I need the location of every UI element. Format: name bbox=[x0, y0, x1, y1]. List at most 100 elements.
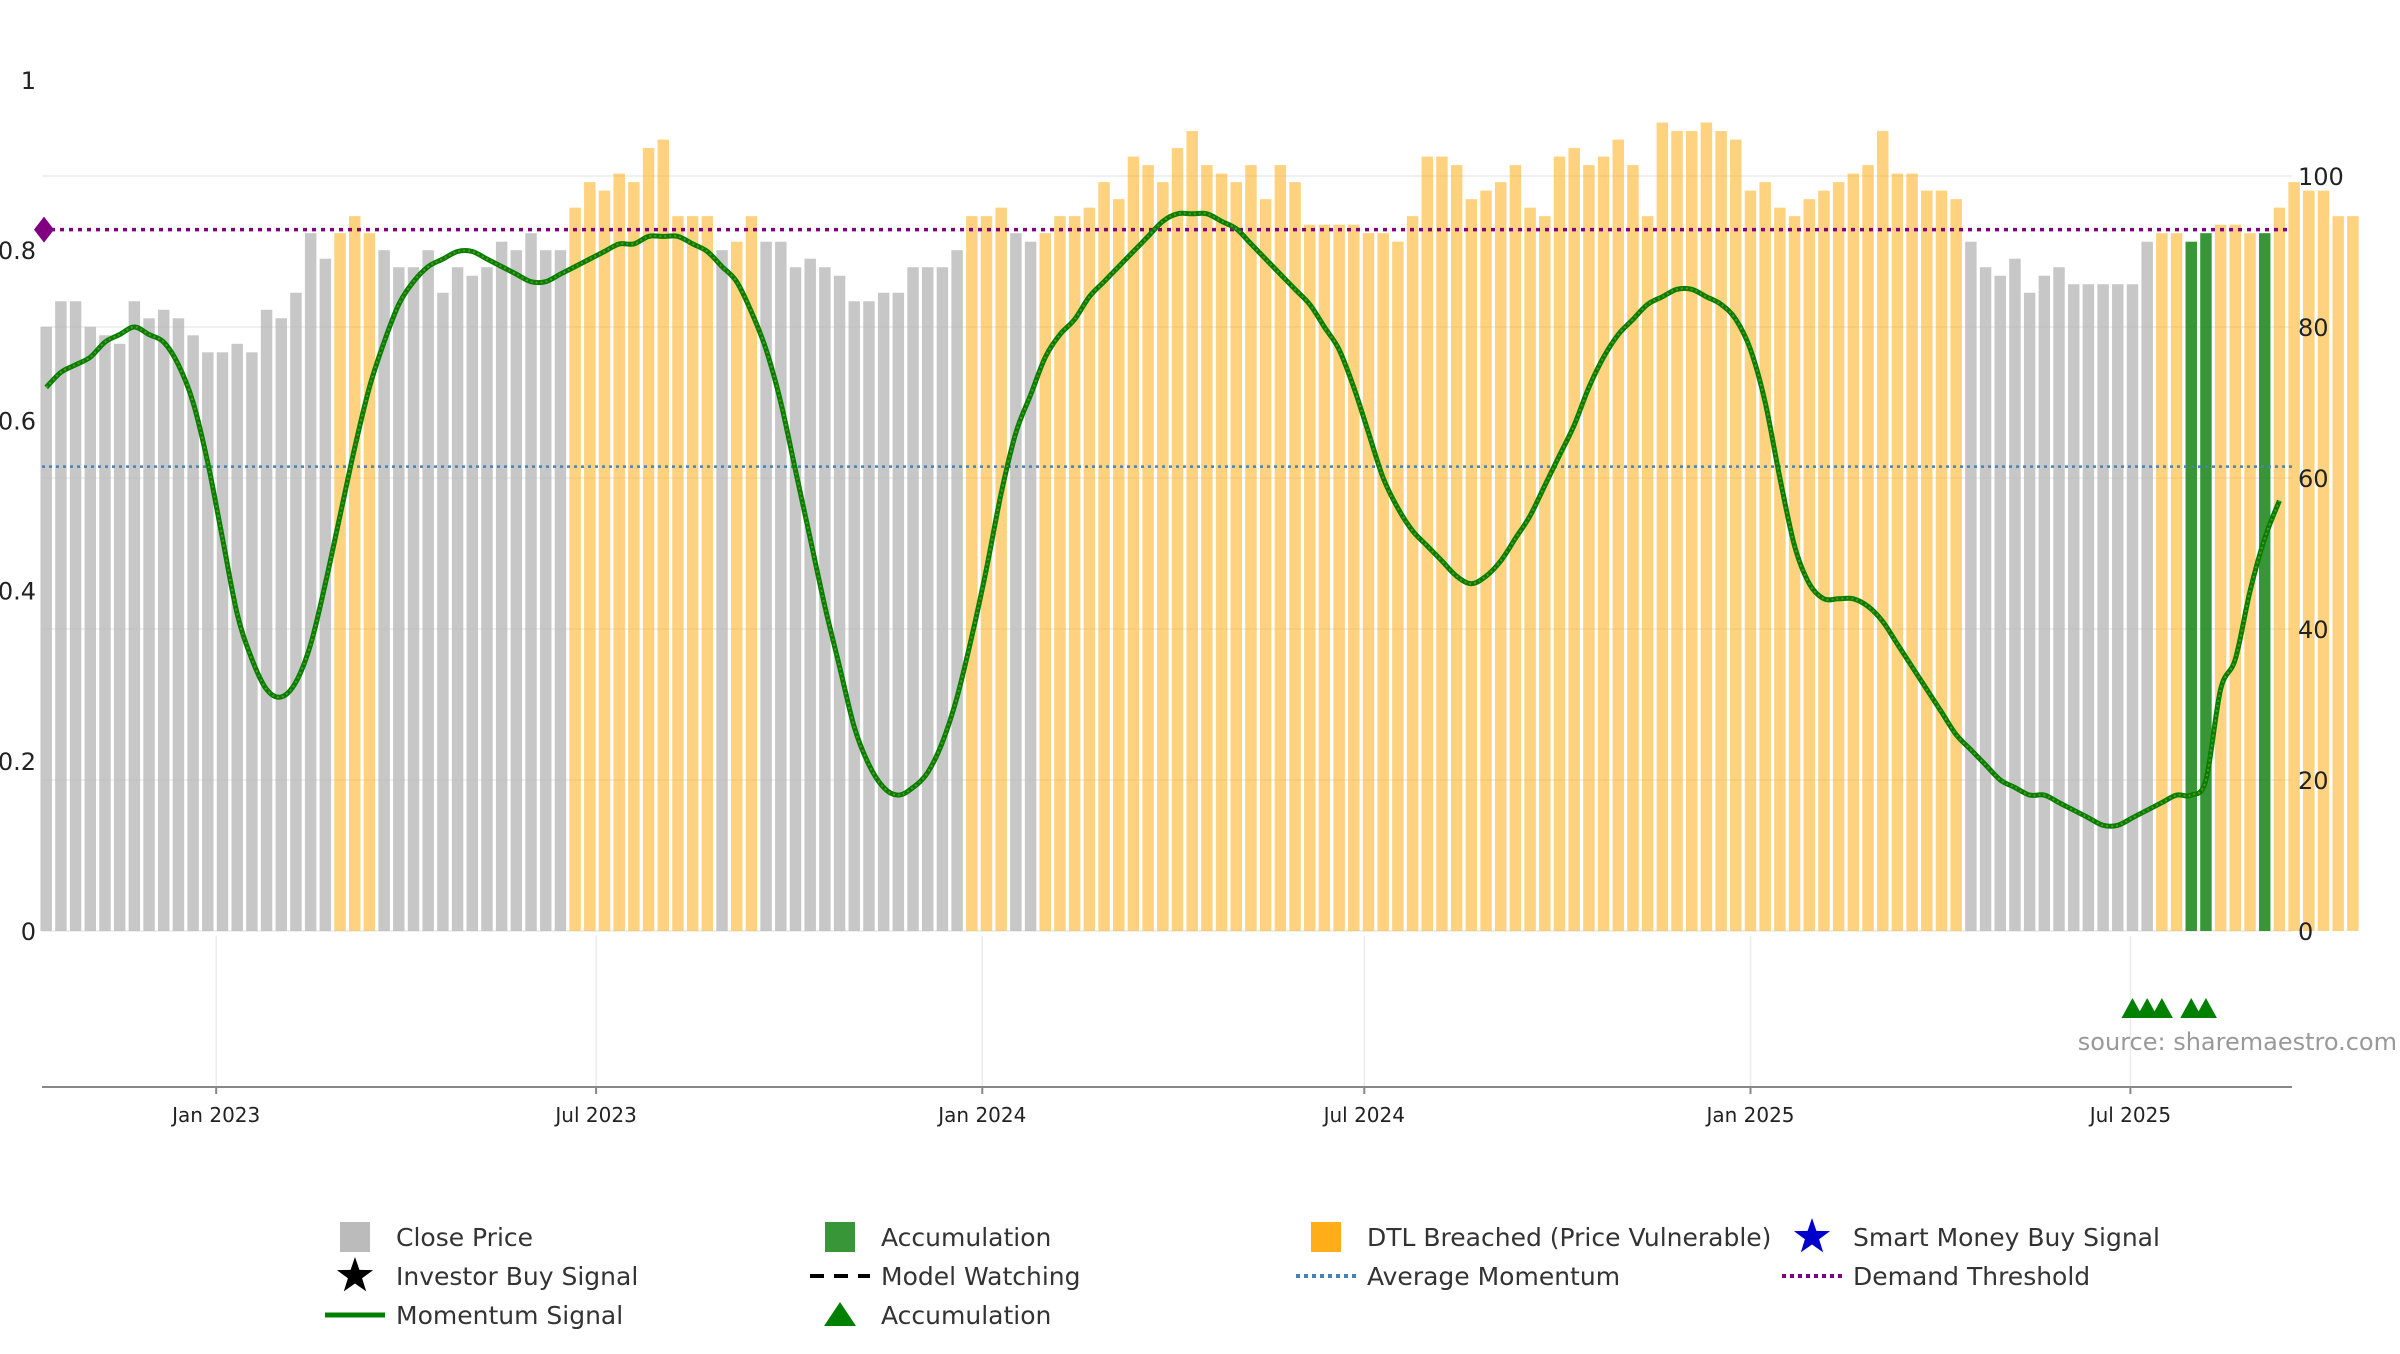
close-price-bar bbox=[231, 343, 243, 931]
close-price-bar bbox=[760, 241, 772, 931]
x-tick-label: Jul 2023 bbox=[553, 1103, 636, 1127]
close-price-bar bbox=[99, 335, 111, 931]
legend-item: Investor Buy Signal bbox=[336, 1257, 638, 1292]
markers-layer bbox=[2121, 998, 2217, 1018]
dtl-breached-bar bbox=[2156, 233, 2168, 931]
dtl-breached-bar bbox=[1509, 165, 1522, 932]
dtl-breached-bar bbox=[730, 241, 743, 931]
dtl-breached-bar bbox=[1436, 156, 1448, 932]
right-y-tick-label: 20 bbox=[2298, 767, 2329, 795]
dtl-breached-bar bbox=[2317, 190, 2330, 931]
dtl-breached-bar bbox=[1348, 224, 1360, 932]
dtl-breached-bar bbox=[1788, 216, 1801, 931]
dtl-breached-bar bbox=[1039, 233, 1051, 931]
legend-item: Accumulation bbox=[825, 1222, 1051, 1252]
dtl-breached-bar bbox=[642, 148, 655, 931]
close-price-bar bbox=[2141, 241, 2153, 931]
dtl-breached-bar bbox=[2303, 190, 2315, 931]
close-price-bar bbox=[1010, 233, 1022, 931]
left-y-tick-label: 0.6 bbox=[0, 407, 36, 435]
close-price-bar bbox=[84, 326, 97, 931]
close-price-bar bbox=[877, 292, 890, 931]
legend-triangle-icon bbox=[824, 1302, 856, 1326]
legend-item: Average Momentum bbox=[1296, 1262, 1620, 1291]
dtl-breached-bar bbox=[569, 207, 581, 931]
legend-label: Accumulation bbox=[881, 1223, 1051, 1252]
dtl-breached-bar bbox=[1656, 122, 1669, 932]
close-price-bar bbox=[158, 309, 170, 931]
close-price-bar bbox=[290, 292, 302, 931]
dtl-breached-bar bbox=[1715, 131, 1727, 931]
close-price-bar bbox=[921, 267, 934, 932]
accumulation-triangle bbox=[2150, 998, 2173, 1018]
dtl-breached-bar bbox=[1259, 199, 1272, 931]
close-price-bar bbox=[1024, 241, 1037, 931]
dtl-breached-bar bbox=[1583, 165, 1595, 932]
close-price-bar bbox=[775, 241, 787, 931]
dtl-breached-bar bbox=[1201, 165, 1213, 932]
dtl-breached-bar bbox=[1774, 207, 1786, 931]
dtl-breached-bar bbox=[1142, 165, 1154, 932]
dtl-breached-bar bbox=[598, 190, 611, 931]
dtl-breached-bar bbox=[1524, 207, 1536, 931]
close-price-bar bbox=[2112, 284, 2124, 931]
left-y-tick-label: 1 bbox=[21, 67, 36, 95]
dtl-breached-bar bbox=[1333, 224, 1345, 932]
close-price-bar bbox=[936, 267, 949, 932]
close-price-bar bbox=[40, 326, 52, 931]
close-price-bar bbox=[143, 318, 155, 931]
source-label: source: sharemaestro.com bbox=[2078, 1028, 2397, 1056]
dtl-breached-bar bbox=[1289, 182, 1301, 931]
legend-label: Momentum Signal bbox=[396, 1301, 623, 1330]
accumulation-bar bbox=[2258, 233, 2271, 931]
close-price-bar bbox=[187, 335, 199, 931]
dtl-breached-bar bbox=[1597, 156, 1610, 932]
right-y-tick-label: 40 bbox=[2298, 616, 2329, 644]
dtl-breached-bar bbox=[1392, 241, 1404, 931]
close-price-bar bbox=[804, 258, 816, 932]
dtl-breached-bar bbox=[1098, 182, 1110, 931]
accumulation-triangle bbox=[2136, 998, 2159, 1018]
close-price-bar bbox=[2082, 284, 2095, 931]
close-price-bar bbox=[2009, 258, 2021, 932]
dtl-breached-bar bbox=[1832, 182, 1845, 931]
dtl-breached-bar bbox=[1230, 182, 1242, 931]
close-price-bar bbox=[451, 267, 464, 932]
dtl-breached-bar bbox=[1480, 190, 1492, 931]
momentum-signal-overlay bbox=[45, 212, 2281, 828]
dtl-breached-bar bbox=[2347, 216, 2359, 931]
close-price-bar bbox=[69, 301, 82, 931]
x-tick-label: Jan 2023 bbox=[170, 1103, 260, 1127]
legend-label: Accumulation bbox=[881, 1301, 1051, 1330]
close-price-bar bbox=[2097, 284, 2109, 931]
dtl-breached-bar bbox=[1245, 165, 1257, 932]
legend-item: Model Watching bbox=[810, 1262, 1081, 1291]
dtl-breached-bar bbox=[1157, 182, 1169, 931]
close-price-bar bbox=[378, 250, 390, 931]
dtl-breached-bar bbox=[1083, 207, 1096, 931]
dtl-breached-bar bbox=[1818, 190, 1830, 931]
legend-item: Demand Threshold bbox=[1782, 1262, 2090, 1291]
legend-label: Smart Money Buy Signal bbox=[1853, 1223, 2160, 1252]
left-y-tick-label: 0.8 bbox=[0, 237, 36, 265]
close-price-bar bbox=[863, 301, 875, 931]
dtl-breached-bar bbox=[1274, 165, 1287, 932]
legend-item: Smart Money Buy Signal bbox=[1793, 1218, 2160, 1253]
close-price-bar bbox=[481, 267, 493, 932]
dtl-breached-bar bbox=[1054, 216, 1066, 931]
dtl-breached-bar bbox=[1450, 165, 1463, 932]
dtl-breached-bar bbox=[1891, 173, 1904, 932]
dtl-breached-bar bbox=[1700, 122, 1713, 932]
close-price-bar bbox=[246, 352, 258, 931]
dtl-breached-bar bbox=[349, 216, 361, 931]
dtl-breached-bar bbox=[1730, 139, 1742, 931]
dtl-breached-bar bbox=[1744, 190, 1757, 931]
dtl-breached-bar bbox=[584, 182, 596, 931]
close-price-bar bbox=[789, 267, 802, 932]
legend-label: Model Watching bbox=[881, 1262, 1081, 1291]
dtl-breached-bar bbox=[1112, 199, 1125, 931]
close-price-bar bbox=[1979, 267, 1992, 932]
dtl-breached-bar bbox=[1553, 156, 1566, 932]
